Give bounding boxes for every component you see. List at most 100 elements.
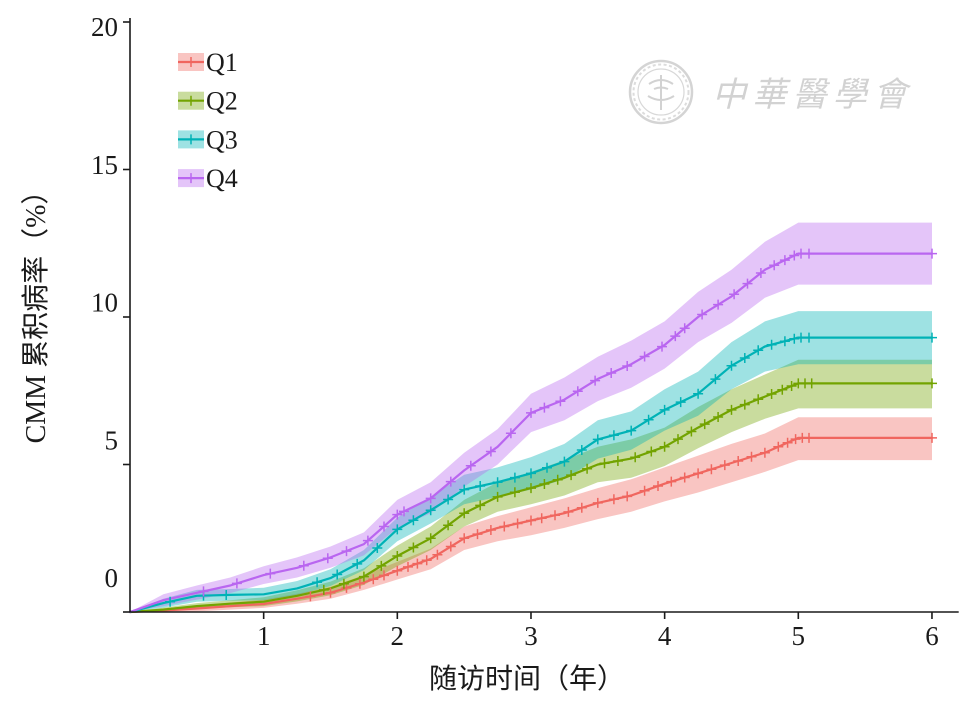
censor-mark-q4: [555, 396, 566, 407]
censor-mark-q1: [790, 434, 801, 445]
censor-mark-q1: [412, 558, 423, 569]
censor-mark-q1: [499, 521, 510, 532]
censor-mark-q4: [392, 509, 403, 520]
censor-mark-q2: [726, 404, 737, 415]
censor-mark-q1: [759, 447, 770, 458]
censor-mark-q4: [590, 375, 601, 386]
censor-mark-q2: [459, 508, 470, 519]
censor-mark-q1: [379, 570, 389, 581]
censor-mark-q2: [408, 542, 419, 553]
censor-mark-q2: [392, 551, 403, 561]
censor-mark-q3: [779, 336, 790, 347]
censor-mark-q3: [475, 481, 486, 491]
censor-mark-q4: [713, 299, 724, 310]
censor-mark-q3: [659, 404, 670, 415]
legend-label: Q1: [206, 48, 238, 77]
censor-mark-q3: [312, 577, 323, 588]
censor-mark-q2: [686, 426, 697, 437]
censor-mark-q4: [679, 323, 690, 334]
censor-mark-q3: [804, 332, 814, 343]
censor-mark-q2: [777, 384, 788, 395]
censor-mark-q2: [492, 491, 503, 502]
censor-mark-q1: [536, 513, 547, 524]
censor-mark-q1: [526, 515, 536, 526]
censor-mark-q4: [265, 568, 276, 579]
censor-mark-q3: [576, 445, 587, 455]
watermark-text: 中華醫學會: [712, 75, 912, 115]
censor-mark-q4: [341, 546, 352, 557]
censor-mark-q1: [733, 456, 744, 466]
censor-mark-q2: [358, 571, 369, 582]
censor-mark-q4: [606, 368, 617, 378]
censor-mark-q4: [670, 331, 681, 342]
censor-mark-q4: [742, 278, 753, 289]
axes: 0 5 10 15 20 1 2 3 4 5 6: [91, 12, 959, 651]
x-tick-label: 4: [658, 621, 672, 651]
censor-mark-q3: [789, 333, 800, 344]
x-tick-label: 2: [391, 621, 405, 651]
censor-mark-q4: [927, 248, 937, 259]
censor-mark-q3: [425, 505, 436, 516]
censor-mark-q3: [443, 494, 454, 505]
watermark-seal-icon: [628, 59, 694, 125]
censor-mark-q3: [559, 456, 570, 467]
x-tick-label: 3: [524, 621, 538, 651]
seal-outer-ring: [628, 59, 694, 125]
censor-mark-q1: [927, 432, 937, 443]
censor-mark-q2: [806, 378, 817, 389]
censor-mark-q1: [445, 541, 456, 552]
censor-mark-q1: [719, 460, 730, 471]
censor-mark-q1: [666, 476, 677, 487]
censor-mark-q3: [927, 332, 937, 343]
legend-label: Q4: [206, 164, 238, 193]
censor-mark-q2: [699, 419, 710, 430]
censor-mark-q4: [362, 535, 373, 546]
censor-mark-q4: [539, 402, 550, 413]
censor-mark-q3: [626, 425, 637, 436]
censor-mark-q1: [608, 494, 619, 505]
y-tick-label: 10: [91, 288, 118, 318]
censor-mark-q3: [542, 462, 552, 473]
censor-mark-q1: [392, 565, 403, 576]
ci-band-q3: [130, 311, 932, 612]
censor-mark-q2: [425, 533, 436, 544]
legend-censor-swatch: [186, 57, 196, 67]
censor-mark-q3: [408, 515, 419, 526]
legend-swatch: [178, 130, 204, 149]
censor-mark-q3: [592, 434, 603, 445]
censor-mark-q3: [509, 472, 520, 483]
censor-mark-q3: [526, 468, 536, 479]
y-tick-label: 5: [105, 425, 119, 455]
censor-mark-q2: [526, 483, 536, 494]
censor-mark-q4: [231, 578, 242, 589]
censor-mark-q3: [675, 397, 686, 408]
censor-mark-q3: [739, 353, 750, 363]
y-tick-label: 20: [91, 12, 118, 42]
censor-mark-q2: [630, 452, 641, 463]
censor-mark-q4: [779, 255, 790, 266]
censor-marks: [165, 248, 937, 607]
censor-mark-q3: [710, 374, 721, 385]
censor-mark-q1: [653, 481, 663, 491]
legend-item-q4: Q4: [178, 164, 238, 193]
censor-mark-q3: [766, 339, 777, 350]
censor-mark-q2: [753, 394, 764, 405]
censor-mark-q2: [659, 441, 670, 452]
censor-mark-q3: [165, 596, 176, 607]
series-line-q4: [128, 252, 934, 614]
censor-mark-q1: [325, 587, 336, 598]
seal-text-ring: [632, 63, 690, 121]
watermark: 中華醫學會: [628, 59, 912, 125]
legend-label: Q2: [206, 87, 238, 116]
x-axis-title: 随访时间（年）: [429, 663, 625, 695]
censor-mark-q2: [786, 381, 797, 391]
censor-mark-q1: [592, 497, 603, 508]
censor-mark-q4: [485, 446, 496, 457]
y-tick-label: 15: [91, 150, 118, 180]
legend-swatch: [178, 53, 204, 71]
legend-censor-swatch: [186, 173, 196, 184]
censor-mark-q2: [739, 399, 750, 410]
censor-mark-q1: [563, 506, 574, 517]
censor-mark-q4: [425, 493, 436, 504]
censor-mark-q1: [550, 510, 560, 521]
